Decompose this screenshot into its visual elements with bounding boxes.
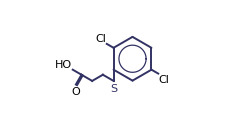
Text: HO: HO bbox=[55, 59, 72, 69]
Text: Cl: Cl bbox=[95, 34, 106, 44]
Text: O: O bbox=[71, 86, 79, 96]
Text: S: S bbox=[109, 83, 117, 93]
Text: Cl: Cl bbox=[158, 75, 169, 84]
